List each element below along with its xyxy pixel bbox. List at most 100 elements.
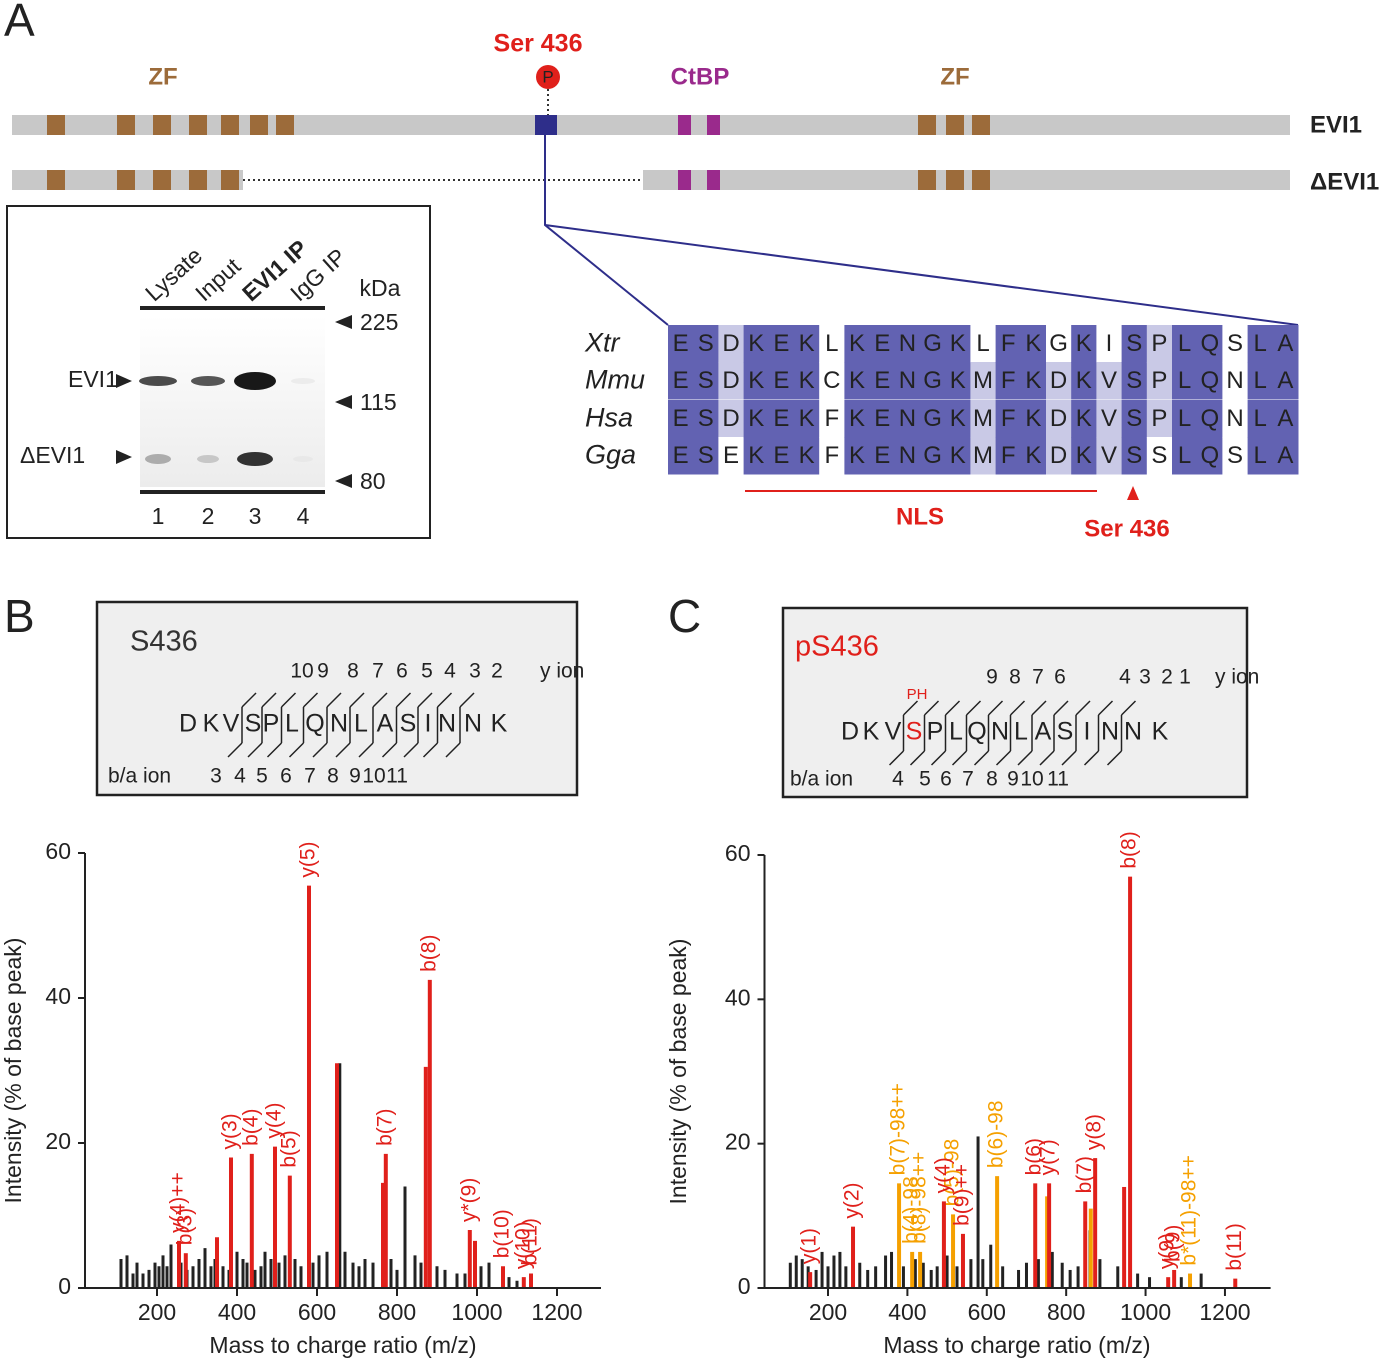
residue: N: [1226, 405, 1243, 432]
y-axis-title: Intensity (% of base peak): [0, 938, 26, 1204]
peptide-residue: L: [949, 718, 963, 746]
alignment-cell: [995, 437, 1022, 475]
residue: S: [698, 367, 714, 394]
alignment-cell: [945, 362, 971, 400]
residue: K: [748, 367, 764, 394]
peak: [283, 1255, 287, 1288]
alignment-cell: [668, 400, 694, 438]
peptide-residue: L: [1014, 718, 1028, 746]
alignment-cell: [1096, 400, 1123, 438]
domain-label: ZF: [940, 63, 969, 90]
peak: [1088, 1208, 1093, 1288]
peak: [851, 1226, 856, 1288]
peptide-residue: N: [438, 710, 456, 738]
peak: [1093, 1158, 1098, 1288]
alignment-cell: [1146, 400, 1173, 438]
domain-box: [972, 170, 990, 190]
peak-label: y(2): [841, 1182, 864, 1218]
peak: [838, 1251, 842, 1288]
residue: K: [1025, 330, 1041, 357]
b-ion-number: 11: [386, 765, 408, 788]
peak: [141, 1273, 145, 1288]
b-ion-number: 3: [210, 765, 222, 788]
peak: [820, 1251, 824, 1288]
peak: [423, 1066, 428, 1288]
peak: [1047, 1183, 1052, 1288]
peak: [529, 1273, 533, 1288]
cleavage-mark: [459, 692, 475, 708]
y-ion-label: y ion: [1215, 666, 1259, 689]
cleavage-mark: [358, 742, 374, 758]
site-arrow: [1127, 486, 1139, 500]
cleavage-mark: [372, 692, 388, 708]
peak: [515, 1280, 519, 1288]
alignment-cell: [794, 400, 820, 438]
b-ion-number: 10: [362, 765, 385, 788]
domain-box: [707, 170, 720, 190]
peak-label: y(9): [1156, 1233, 1179, 1269]
alignment-cell: [1020, 362, 1047, 400]
y-ion-number: 9: [986, 666, 998, 689]
residue: N: [899, 442, 916, 469]
peak: [945, 1255, 949, 1288]
peak-label: b(9)++: [951, 1164, 974, 1226]
cleavage-mark: [930, 750, 947, 766]
residue: G: [923, 442, 942, 469]
residue: K: [849, 442, 865, 469]
peak: [1116, 1266, 1120, 1288]
peak: [371, 1262, 375, 1288]
peak: [1136, 1273, 1140, 1288]
alignment-cell: [1172, 325, 1198, 363]
marker-arrow: [335, 474, 352, 488]
peak-label: b(6): [1023, 1138, 1046, 1175]
residue: P: [1151, 330, 1167, 357]
residue: A: [1277, 405, 1293, 432]
alignment-cell: [693, 437, 719, 475]
residue: K: [1025, 442, 1041, 469]
residue: L: [1254, 405, 1267, 432]
peptide-residue: S: [245, 710, 262, 738]
band: [191, 376, 225, 386]
peptide-residue: P: [263, 710, 280, 738]
peak: [157, 1266, 161, 1288]
peptide-residue: N: [1124, 718, 1142, 746]
residue: G: [923, 367, 942, 394]
peak: [427, 979, 432, 1288]
y-ion-number: 8: [347, 660, 359, 683]
cleavage-mark: [312, 742, 328, 758]
b-ion-number: 10: [1020, 768, 1043, 791]
peak: [383, 1153, 388, 1288]
peak: [1233, 1278, 1238, 1288]
alignment-cell: [1096, 437, 1123, 475]
protein-name: EVI1: [1310, 111, 1362, 138]
alignment-cell: [1071, 400, 1097, 438]
b-ion-number: 4: [892, 768, 904, 791]
alignment-cell: [693, 400, 719, 438]
alignment-cell: [1222, 325, 1249, 363]
alignment-cell: [844, 400, 871, 438]
residue: F: [1001, 367, 1016, 394]
band-label: ΔEVI1: [20, 442, 85, 468]
residue: E: [874, 367, 890, 394]
peak: [995, 1176, 1000, 1288]
peak: [788, 1262, 792, 1288]
peak: [221, 1266, 225, 1288]
b-ion-label: b/a ion: [108, 765, 171, 788]
peak: [1017, 1269, 1021, 1288]
cleavage-mark: [1097, 700, 1114, 716]
peak-label: b(4)-98: [900, 1176, 923, 1244]
y-tick-label: 20: [725, 1129, 751, 1155]
peptide-residue: S: [906, 718, 923, 746]
species-label: Hsa: [585, 403, 633, 433]
alignment-cell: [1222, 437, 1249, 475]
residue: D: [722, 367, 739, 394]
peak: [955, 1266, 959, 1288]
peak: [161, 1255, 165, 1288]
peak: [131, 1273, 135, 1288]
residue: D: [1050, 405, 1067, 432]
peak-label: b(8): [1118, 831, 1141, 868]
x-tick-label: 400: [888, 1299, 926, 1325]
residue: S: [698, 442, 714, 469]
peak: [1076, 1266, 1080, 1288]
peak: [389, 1259, 393, 1288]
